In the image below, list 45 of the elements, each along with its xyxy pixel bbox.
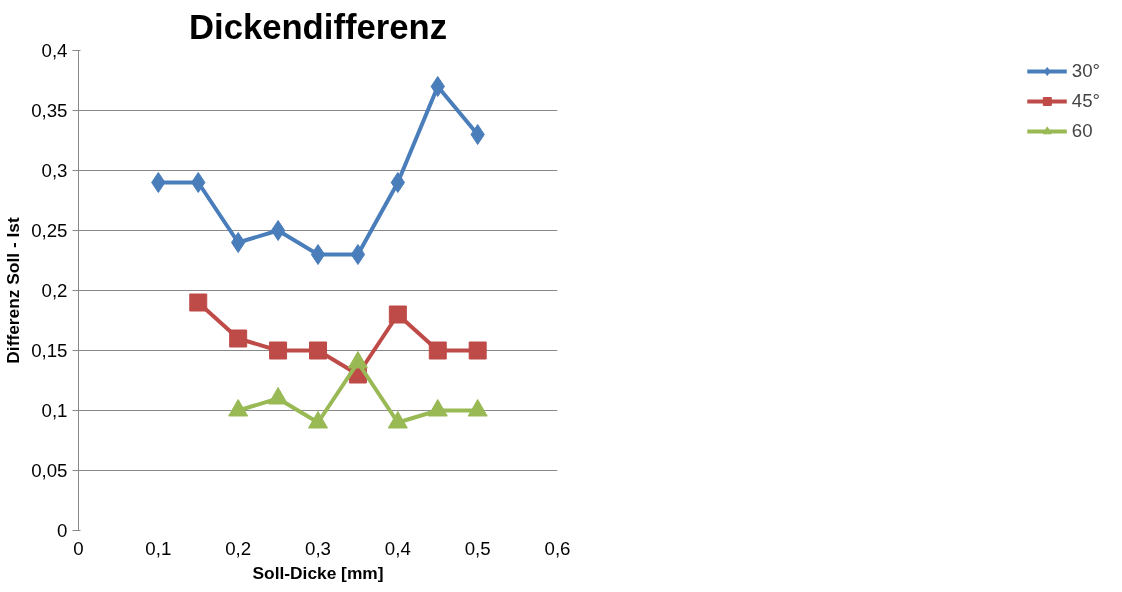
point — [470, 124, 485, 145]
y-tick-label: 0,25 — [31, 220, 68, 241]
point — [231, 232, 246, 253]
point — [427, 399, 448, 417]
point — [467, 399, 488, 417]
point — [468, 341, 487, 360]
point — [229, 329, 248, 348]
point — [268, 387, 289, 405]
y-tick-label: 0,3 — [41, 160, 68, 181]
point — [269, 341, 288, 360]
x-tick-label: 0,1 — [145, 537, 172, 559]
point — [191, 172, 206, 193]
legend-label: 45° — [1071, 90, 1100, 112]
point — [309, 341, 327, 360]
x-tick-label: 0,2 — [225, 537, 252, 559]
point — [151, 172, 166, 193]
y-tick-label: 0,05 — [31, 460, 68, 481]
point — [388, 305, 407, 324]
legend-label: 30° — [1071, 60, 1100, 82]
point — [428, 341, 447, 360]
point — [308, 411, 328, 429]
y-tick-label: 0,2 — [41, 280, 68, 301]
y-tick-label: 0,35 — [31, 100, 68, 121]
x-tick-label: 0 — [73, 537, 84, 559]
y-tick-label: 0,1 — [41, 400, 68, 421]
y-tick-label: 0,4 — [41, 40, 68, 61]
point — [189, 293, 208, 312]
x-tick-label: 0,4 — [384, 537, 411, 559]
y-tick-label: 0 — [57, 520, 68, 541]
point — [430, 76, 445, 97]
point — [387, 411, 408, 429]
y-axis-title: Differenz Soll - Ist — [3, 217, 24, 364]
y-tick-label: 0,15 — [31, 340, 68, 361]
chart-title: Dickendifferenz — [188, 7, 448, 46]
point — [270, 220, 286, 241]
point — [350, 244, 366, 265]
point — [310, 244, 326, 265]
point — [347, 351, 368, 369]
x-tick-label: 0,5 — [464, 537, 491, 559]
x-axis-title: Soll-Dicke [mm] — [252, 562, 384, 583]
x-tick-label: 0,6 — [544, 537, 571, 559]
legend-label: 60 — [1071, 120, 1093, 142]
point — [390, 172, 405, 193]
x-tick-label: 0,3 — [305, 537, 331, 559]
point — [228, 399, 249, 417]
